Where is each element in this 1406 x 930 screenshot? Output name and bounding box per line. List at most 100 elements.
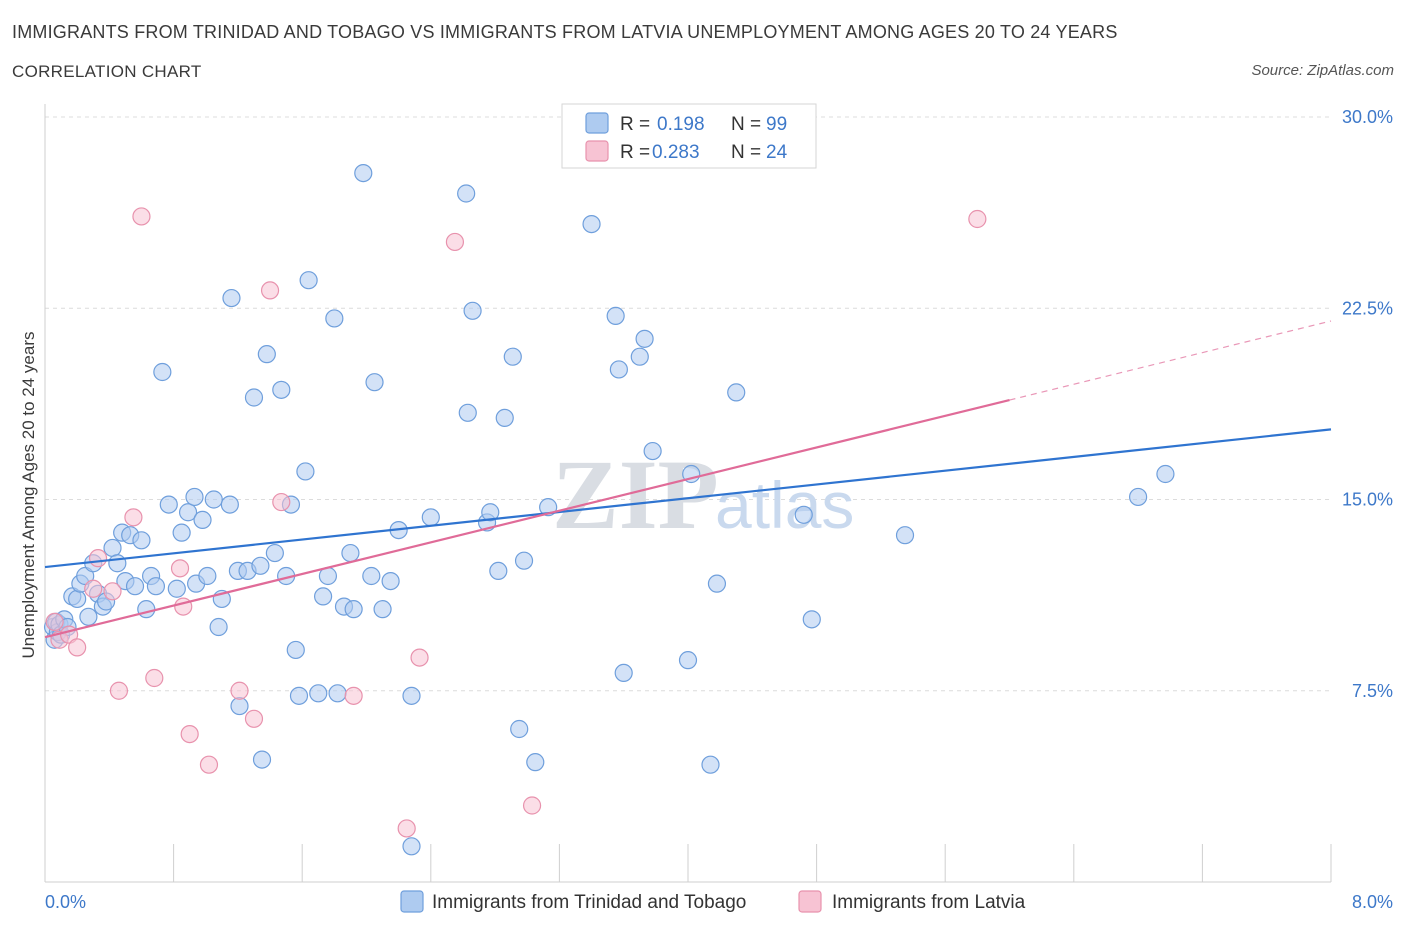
trinidad-point — [643, 441, 662, 461]
legend-n-value-1: 99 — [766, 114, 787, 135]
latvia-point — [170, 559, 190, 578]
trinidad-point — [309, 684, 328, 703]
trinidad-point — [421, 508, 440, 527]
trinidad-point — [198, 566, 217, 586]
trinidad-point — [344, 600, 363, 619]
legend-box: R = 0.198 N = 99 R = 0.283 N = 24 — [561, 103, 817, 169]
trinidad-point — [178, 503, 198, 522]
latvia-point — [260, 281, 280, 300]
latvia-point — [344, 686, 363, 705]
bottom-legend-label-blue: Immigrants from Trinidad and Tobago — [432, 892, 746, 913]
latvia-point — [244, 709, 264, 728]
x-tick-label: 8.0% — [1352, 892, 1393, 912]
trinidad-point — [272, 380, 291, 399]
trinidad-point — [463, 301, 482, 320]
trinidad-point — [167, 579, 186, 598]
trinidad-point — [251, 556, 270, 575]
latvia-point — [410, 648, 429, 667]
trinidad-point — [313, 587, 333, 606]
trinidad-point — [68, 589, 87, 609]
trinidad-point — [582, 215, 601, 234]
trinidad-point — [606, 306, 625, 325]
trinidad-point — [614, 663, 633, 683]
trinidad-point — [341, 543, 360, 563]
trinidad-point — [132, 531, 151, 550]
trinidad-point — [257, 345, 276, 364]
grid-lines — [45, 116, 1331, 692]
bottom-legend-label-pink: Immigrants from Latvia — [832, 892, 1026, 913]
latvia-point — [968, 209, 987, 229]
y-axis-label: Unemployment Among Ages 20 to 24 years — [19, 332, 38, 659]
trinidad-point — [362, 566, 381, 586]
trinidad-point — [185, 487, 204, 507]
trinidad-point — [79, 607, 98, 626]
trinidad-point — [895, 526, 915, 545]
latvia-point — [522, 796, 542, 815]
latvia-point — [397, 819, 416, 838]
latvia-point — [88, 549, 108, 568]
legend-swatch-blue — [585, 112, 609, 134]
trinidad-point — [328, 684, 347, 703]
trinidad-point — [526, 753, 545, 772]
trinidad-point — [365, 373, 384, 392]
y-tick-label: 15.0% — [1342, 490, 1393, 510]
trinidad-point — [489, 561, 508, 581]
trinidad-point — [1156, 464, 1175, 484]
trinidad-point — [299, 271, 318, 290]
watermark-atlas: atlas — [715, 468, 854, 542]
trinidad-point — [125, 577, 145, 596]
trinidad-point — [794, 505, 813, 524]
trinidad-point — [495, 408, 514, 427]
legend-r-value-2: 0.283 — [652, 142, 700, 163]
legend-n-value-2: 24 — [766, 142, 788, 163]
trinidad-point — [503, 347, 522, 366]
latvia-point — [103, 582, 122, 601]
legend-r-value-1: 0.198 — [657, 114, 705, 135]
trinidad-point — [354, 164, 373, 183]
y-tick-label: 7.5% — [1352, 681, 1393, 701]
legend-n-label-2: N = — [731, 142, 761, 163]
trinidad-point — [265, 543, 284, 563]
tick-labels: 7.5% 15.0% 22.5% 30.0% 0.0% 8.0% — [45, 107, 1393, 912]
trinidad-point — [230, 696, 249, 716]
bottom-legend-swatch-blue — [400, 890, 424, 913]
trinidad-point — [172, 523, 191, 542]
y-tick-label: 30.0% — [1342, 107, 1393, 127]
chart-title: IMMIGRANTS FROM TRINIDAD AND TOBAGO VS I… — [12, 22, 1118, 42]
legend-n-label-1: N = — [731, 114, 761, 135]
trinidad-point — [630, 347, 649, 366]
latvia-point — [84, 579, 103, 598]
latvia-point — [109, 681, 129, 700]
legend-r-label-2: R = — [620, 142, 650, 163]
trinidad-point — [204, 490, 223, 509]
latvia-point — [45, 612, 64, 632]
latvia-point — [124, 508, 143, 527]
trinidad-point — [381, 571, 400, 591]
latvia-trend-extension — [1009, 320, 1332, 401]
trinidad-point — [222, 288, 241, 308]
trend-lines — [44, 320, 1332, 639]
latvia-point — [132, 207, 151, 226]
trinidad-point — [193, 510, 212, 530]
trinidad-point — [137, 600, 156, 619]
legend-r-label-1: R = — [620, 114, 650, 135]
latvia-point — [230, 681, 249, 700]
trinidad-point — [635, 329, 654, 348]
trinidad-point — [727, 383, 746, 402]
series-latvia-points — [45, 207, 987, 838]
trinidad-point — [244, 388, 264, 407]
trinidad-point — [514, 551, 534, 570]
trinidad-point — [103, 538, 122, 558]
watermark: ZIP atlas — [552, 439, 854, 550]
trinidad-point — [296, 462, 315, 481]
trinidad-point — [402, 686, 421, 705]
latvia-point — [199, 755, 219, 774]
y-tick-label: 22.5% — [1342, 298, 1393, 318]
trinidad-point — [402, 837, 421, 856]
trinidad-point — [457, 184, 476, 203]
chart-subtitle: CORRELATION CHART — [12, 62, 202, 81]
latvia-point — [272, 492, 291, 512]
trinidad-point — [286, 640, 305, 660]
trinidad-point — [510, 719, 529, 739]
